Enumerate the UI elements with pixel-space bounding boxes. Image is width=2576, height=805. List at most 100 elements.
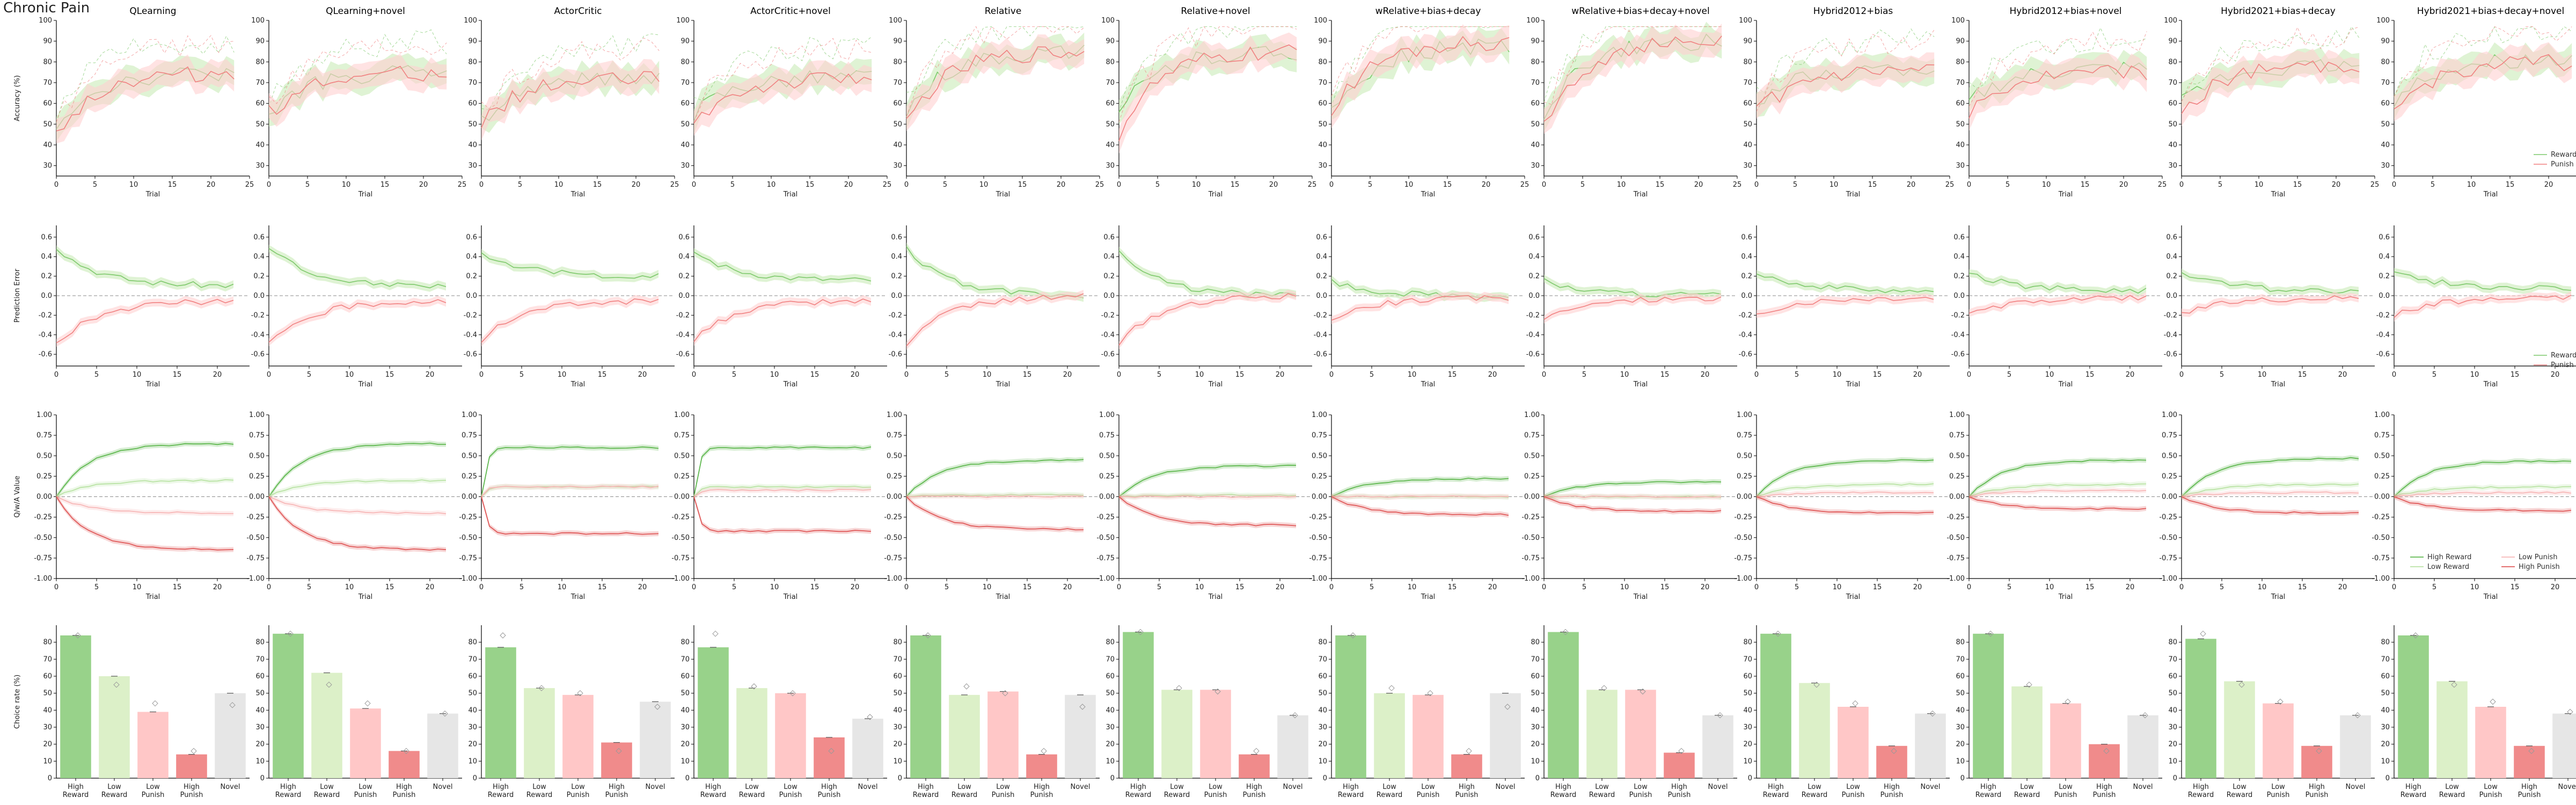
- x-tick-label: Punish: [180, 791, 203, 799]
- y-tick-label: -0.75: [1096, 554, 1115, 562]
- x-tick-label: Punish: [1880, 791, 1904, 799]
- empirical-marker: [577, 690, 583, 697]
- y-tick-label: 0.25: [887, 472, 902, 480]
- x-tick-label: 10: [2258, 371, 2267, 379]
- y-tick-label: 80: [468, 58, 477, 66]
- error-band: [56, 441, 233, 500]
- error-band: [906, 243, 1084, 302]
- x-tick-label: Reward: [1975, 791, 2001, 799]
- x-axis-label: Trial: [2483, 593, 2498, 601]
- y-tick-label: -0.25: [246, 514, 265, 522]
- empirical-marker: [751, 683, 757, 690]
- panel-r3-c10: 01020304050607080HighRewardLowRewardLowP…: [2168, 625, 2375, 799]
- bar: [2011, 686, 2043, 778]
- series-line: [1543, 496, 1722, 513]
- y-tick-label: 100: [889, 17, 902, 25]
- x-tick-label: 0: [1754, 371, 1759, 379]
- error-band: [481, 248, 658, 282]
- empirical-marker: [500, 632, 506, 639]
- y-tick-label: -0.2: [1951, 311, 1965, 319]
- y-tick-label: 50: [1106, 120, 1115, 128]
- x-tick-label: 15: [1873, 371, 1882, 379]
- y-tick-label: -0.50: [1309, 534, 1327, 542]
- error-band: [56, 295, 233, 347]
- series-line: [1968, 459, 2147, 497]
- series-line: [906, 495, 1084, 498]
- x-tick-label: 15: [2506, 181, 2515, 189]
- empirical-marker: [2103, 748, 2110, 755]
- y-tick-label: 10: [1106, 757, 1115, 765]
- y-tick-label: 90: [680, 38, 690, 46]
- x-tick-label: 5: [519, 583, 524, 591]
- empirical-line: [1968, 31, 2147, 107]
- bar: [736, 688, 767, 778]
- panel-r3-c2: 01020304050607080HighRewardLowRewardLowP…: [468, 625, 675, 799]
- x-tick-label: 20: [851, 583, 860, 591]
- x-tick-label: 5: [1580, 181, 1585, 189]
- y-tick-label: -1.00: [2372, 575, 2390, 583]
- panel-r1-c2: -0.6 -0.4 -0.2 0.0 0.2 0.4 0.6 0 5 10 15 20 Trial: [464, 225, 675, 389]
- y-tick-label: -0.2: [464, 311, 477, 319]
- x-tick-label: Low: [146, 783, 160, 791]
- y-tick-label: 0.50: [2374, 452, 2390, 460]
- y-tick-label: 70: [468, 655, 477, 663]
- panel-title: Hybrid2021+bias+decay+novel: [2417, 6, 2564, 17]
- y-tick-label: 40: [1956, 706, 1965, 714]
- y-tick-label: 0.75: [249, 431, 265, 440]
- y-tick-label: 0.25: [1312, 472, 1327, 480]
- y-tick-label: -0.2: [1526, 311, 1540, 319]
- y-tick-label: 40: [468, 141, 477, 149]
- y-tick-label: 30: [1743, 723, 1752, 731]
- x-tick-label: Reward: [1338, 791, 1364, 799]
- y-tick-label: 70: [468, 79, 477, 87]
- x-tick-label: 20: [426, 371, 435, 379]
- y-tick-label: 0.2: [891, 273, 902, 281]
- y-tick-label: 0.0: [253, 292, 265, 300]
- error-band: [2394, 268, 2571, 295]
- empirical-marker: [1388, 685, 1395, 691]
- y-tick-label: 60: [468, 100, 477, 108]
- panel-r2-c1: -1.00 -0.75 -0.50 -0.25 0.00 0.25 0.50 0.75 1.00…: [246, 411, 462, 601]
- error-band: [2394, 42, 2572, 122]
- y-tick-label: -0.4: [2376, 331, 2390, 339]
- x-tick-label: 5: [1795, 371, 1799, 379]
- y-tick-label: 30: [2381, 162, 2390, 170]
- empirical-marker: [1137, 628, 1144, 635]
- x-tick-label: 10: [1404, 181, 1414, 189]
- y-tick-label: 10: [468, 757, 477, 765]
- y-tick-label: 40: [255, 141, 265, 149]
- y-tick-label: 0.0: [1316, 292, 1327, 300]
- y-tick-label: -0.25: [1096, 514, 1115, 522]
- x-tick-label: 15: [1660, 583, 1670, 591]
- error-band: [269, 494, 446, 553]
- x-tick-label: 10: [345, 371, 354, 379]
- y-tick-label: -1.00: [246, 575, 265, 583]
- series-line: [56, 479, 234, 497]
- y-tick-label: -0.6: [2164, 350, 2177, 358]
- y-tick-label: 0: [2173, 774, 2177, 782]
- y-tick-label: 60: [1106, 100, 1115, 108]
- panel-r3-c3: 01020304050607080HighRewardLowRewardLowP…: [680, 625, 887, 799]
- x-tick-label: 15: [2085, 371, 2095, 379]
- error-band: [1331, 291, 1509, 324]
- y-tick-label: 40: [1106, 141, 1115, 149]
- x-axis-label: Trial: [358, 380, 373, 389]
- x-axis-label: Trial: [1846, 380, 1861, 389]
- y-tick-label: -0.50: [1734, 534, 1752, 542]
- y-tick-label: 100: [39, 17, 52, 25]
- x-tick-label: 10: [129, 181, 138, 189]
- x-tick-label: 0: [1754, 181, 1759, 189]
- series-line: [1756, 491, 1934, 497]
- x-tick-label: 20: [1276, 371, 1285, 379]
- y-tick-label: 60: [1743, 100, 1752, 108]
- y-tick-label: 1.00: [2162, 411, 2177, 419]
- error-band: [2182, 455, 2359, 500]
- x-tick-label: 20: [1701, 371, 1710, 379]
- panel-r0-c4: 30 40 50 60 70 80 90 100 0 5 10 15 20 25 Trial: [889, 17, 1104, 199]
- x-tick-label: Punish: [1030, 791, 1053, 799]
- x-tick-label: 10: [770, 583, 779, 591]
- x-tick-label: High: [1671, 783, 1687, 791]
- panel-r3-c6: 01020304050607080HighRewardLowRewardLowP…: [1318, 625, 1525, 799]
- x-tick-label: High: [1246, 783, 1262, 791]
- y-tick-label: 30: [893, 723, 902, 731]
